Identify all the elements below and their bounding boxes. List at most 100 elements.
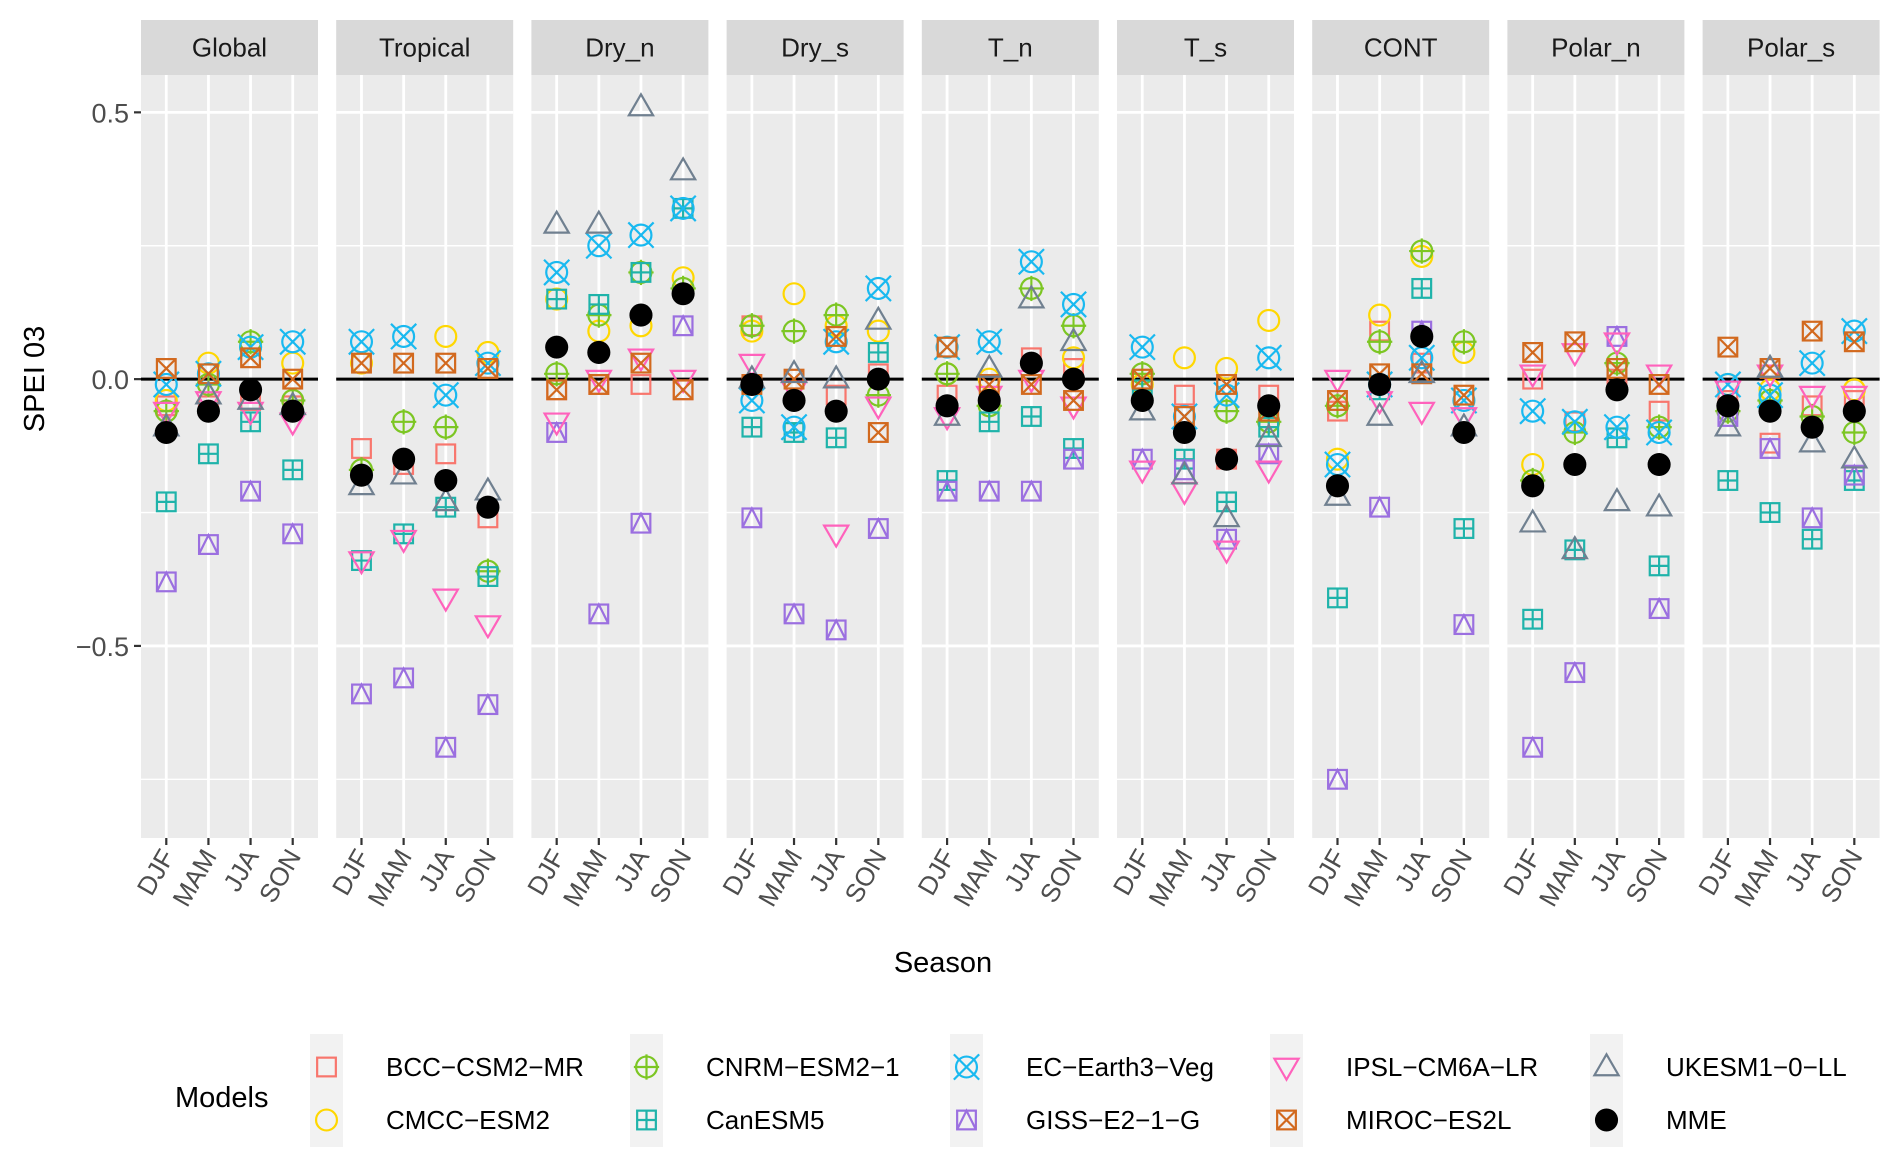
point-miroc-es2l-jja bbox=[435, 352, 457, 374]
point-ukesm1-0-ll-mam bbox=[584, 209, 613, 234]
point-giss-e2-1-g-son bbox=[1258, 442, 1280, 465]
x-tick-label: MAM bbox=[1142, 844, 1198, 912]
point-bcc-csm2-mr-jja bbox=[435, 443, 457, 465]
point-mme-djf bbox=[1325, 474, 1350, 498]
circle-mark bbox=[434, 383, 458, 407]
point-ukesm1-0-ll-son bbox=[669, 156, 698, 181]
triangle-mark bbox=[155, 570, 177, 592]
panel-background bbox=[1312, 75, 1490, 838]
point-ipsl-cm6a-lr-mam bbox=[1560, 343, 1589, 368]
point-ukesm1-0-ll-jja bbox=[626, 92, 655, 117]
cross-b bbox=[348, 328, 375, 356]
filled-circle-mark bbox=[1130, 388, 1154, 413]
cross-b bbox=[1714, 371, 1742, 398]
legend-label: CanESM5 bbox=[706, 1105, 825, 1135]
cross-b bbox=[630, 352, 652, 374]
point-cmcc-esm2-jja bbox=[434, 324, 458, 348]
point-ec-earth3-veg-jja bbox=[627, 221, 655, 249]
point-ec-earth3-veg-jja bbox=[432, 381, 460, 409]
point-miroc-es2l-mam bbox=[588, 374, 610, 395]
point-ukesm1-0-ll-mam bbox=[1756, 353, 1785, 378]
facet-strip bbox=[726, 20, 904, 75]
triangle-down-mark bbox=[1560, 343, 1589, 368]
legend-item-canesm5: CanESM5 bbox=[636, 1105, 825, 1135]
point-ukesm1-0-ll-jja bbox=[1602, 487, 1631, 512]
circle-mark bbox=[1215, 356, 1239, 381]
point-cnrm-esm2-1-son bbox=[1451, 329, 1477, 355]
triangle-up-mark bbox=[1407, 358, 1436, 384]
triangle-down-mark bbox=[152, 401, 181, 426]
legend-key-canesm5 bbox=[636, 1109, 657, 1131]
point-mme-son bbox=[1452, 420, 1476, 445]
point-ipsl-cm6a-lr-djf bbox=[1713, 380, 1742, 405]
point-ipsl-cm6a-lr-mam bbox=[584, 369, 613, 394]
triangle-down-mark bbox=[389, 529, 418, 555]
circle-mark bbox=[281, 330, 305, 354]
point-giss-e2-1-g-son bbox=[672, 313, 694, 337]
point-miroc-es2l-djf bbox=[1717, 336, 1739, 358]
triangle-mark bbox=[240, 479, 261, 502]
triangle-mark bbox=[1843, 463, 1865, 486]
legend-key-ipsl-cm6a-lr bbox=[1272, 1057, 1301, 1082]
triangle-down-mark bbox=[1449, 407, 1478, 432]
point-giss-e2-1-g-mam bbox=[588, 602, 610, 625]
legend-key-background bbox=[950, 1034, 983, 1147]
point-ec-earth3-veg-son bbox=[279, 328, 307, 356]
filled-circle-mark bbox=[977, 388, 1001, 413]
cross-b bbox=[669, 194, 697, 222]
square-mark bbox=[316, 1056, 337, 1078]
triangle-up-mark bbox=[1560, 535, 1589, 560]
circle-mark bbox=[1563, 410, 1587, 434]
triangle-mark bbox=[867, 516, 889, 539]
point-giss-e2-1-g-jja bbox=[240, 479, 262, 502]
cross-b bbox=[546, 379, 567, 400]
point-canesm5-djf bbox=[546, 288, 568, 310]
triangle-down-mark bbox=[1254, 460, 1283, 485]
circle-mark bbox=[1325, 447, 1350, 471]
point-ukesm1-0-ll-jja bbox=[1212, 503, 1241, 528]
square-mark bbox=[1276, 1109, 1297, 1131]
filled-circle-mark bbox=[1605, 378, 1629, 402]
point-mme-son bbox=[281, 399, 305, 423]
point-cmcc-esm2-jja bbox=[1215, 356, 1239, 381]
legend-item-miroc-es2l: MIROC−ES2L bbox=[1276, 1105, 1511, 1135]
point-canesm5-djf bbox=[1327, 587, 1348, 609]
cross-b bbox=[1759, 358, 1781, 379]
x-tick-label: MAM bbox=[166, 844, 222, 912]
filled-circle-mark bbox=[1800, 415, 1824, 439]
cross-b bbox=[585, 232, 613, 260]
circle-mark bbox=[629, 223, 653, 247]
triangle-down-mark bbox=[542, 412, 571, 437]
x-tick-label: MAM bbox=[752, 844, 808, 912]
cross-b bbox=[864, 274, 892, 302]
point-miroc-es2l-djf bbox=[1327, 390, 1348, 411]
circle-mark bbox=[349, 330, 374, 354]
square-mark bbox=[240, 347, 262, 369]
square-mark bbox=[1717, 336, 1739, 358]
point-mme-jja bbox=[824, 399, 848, 423]
facet-strip bbox=[1702, 20, 1880, 75]
point-giss-e2-1-g-son bbox=[1843, 463, 1865, 486]
point-cnrm-esm2-1-djf bbox=[739, 313, 765, 339]
circle-mark bbox=[1800, 351, 1824, 375]
triangle-up-mark bbox=[1840, 444, 1869, 469]
circle-mark bbox=[1130, 335, 1154, 359]
square-mark bbox=[867, 422, 889, 443]
triangle-mark bbox=[1063, 447, 1084, 470]
triangle-up-mark bbox=[822, 364, 851, 389]
x-axis-title: Season bbox=[894, 947, 992, 979]
triangle-mark bbox=[1258, 442, 1280, 464]
point-mme-mam bbox=[1172, 420, 1196, 445]
point-cmcc-esm2-son bbox=[866, 319, 890, 343]
point-giss-e2-1-g-son bbox=[1063, 447, 1084, 470]
filled-circle-mark bbox=[1257, 394, 1281, 418]
point-mme-son bbox=[671, 282, 695, 306]
point-ukesm1-0-ll-jja bbox=[1798, 428, 1827, 453]
circle-mark bbox=[866, 319, 890, 343]
point-ec-earth3-veg-jja bbox=[1603, 413, 1631, 441]
cross-b bbox=[432, 381, 460, 409]
x-tick-label: SON bbox=[253, 844, 307, 908]
